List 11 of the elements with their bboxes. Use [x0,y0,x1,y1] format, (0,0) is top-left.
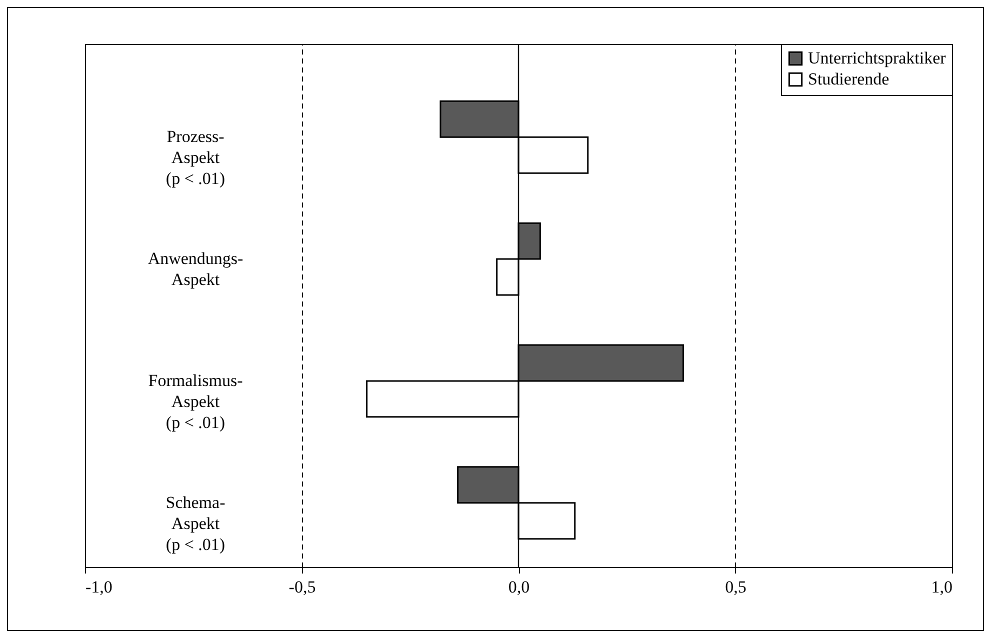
y-tick-label: Prozess- Aspekt (p < .01) [166,127,226,188]
legend-label: Studierende [808,70,890,88]
x-tick-label: -1,0 [86,578,112,596]
x-tick-label: 0,0 [508,578,530,596]
y-tick-label: Formalismus- Aspekt (p < .01) [148,370,244,432]
x-tick-label: 1,0 [931,578,952,596]
y-tick-label: Schema- Aspekt (p < .01) [166,492,226,554]
x-tick-label: -0,5 [288,578,316,596]
legend-label: Unterrichtspraktiker [808,48,946,68]
y-tick-label: Anwendungs- Aspekt [148,249,244,290]
x-tick-label: 0,5 [725,578,746,596]
